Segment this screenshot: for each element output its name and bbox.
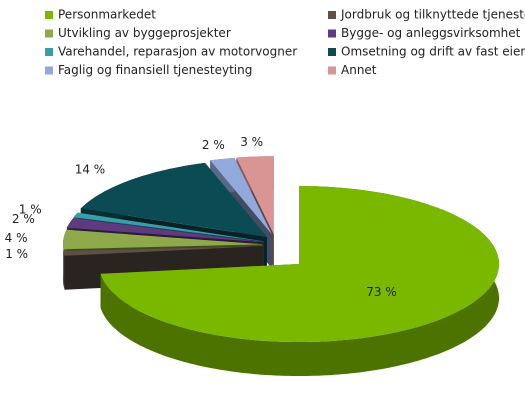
slice: [236, 156, 274, 235]
slice: [100, 186, 499, 342]
legend-swatch: [45, 48, 53, 56]
legend-label: Utvikling av byggeprosjekter: [58, 26, 231, 40]
legend-label: Personmarkedet: [58, 8, 156, 22]
legend-label: Faglig og finansiell tjenesteyting: [58, 63, 252, 77]
legend-swatch: [328, 48, 336, 56]
data-label: 4 %: [5, 231, 28, 245]
data-label: 1 %: [19, 203, 42, 217]
slice: [73, 212, 264, 242]
slice: [63, 229, 263, 250]
legend-swatch: [45, 66, 53, 75]
legend-swatch: [45, 29, 53, 38]
data-label: 1 %: [5, 247, 28, 261]
slice: [63, 246, 264, 256]
legend-label: Varehandel, reparasjon av motorvogner: [58, 45, 297, 59]
legend-label: Jordbruk og tilknyttede tjenester: [340, 8, 525, 22]
slice: [80, 162, 267, 238]
data-label: 2 %: [12, 212, 35, 226]
slice-side: [63, 250, 65, 290]
legend-label: Bygge- og anleggsvirksomhet: [341, 26, 521, 40]
slice: [66, 218, 264, 243]
data-label: 2 %: [202, 138, 225, 152]
legend-label: Annet: [341, 63, 377, 77]
data-label: 73 %: [366, 285, 397, 299]
slice: [210, 157, 272, 235]
legend-swatch: [328, 66, 336, 75]
legend-swatch: [328, 11, 336, 19]
legend-swatch: [45, 11, 53, 19]
legend-swatch: [328, 29, 336, 38]
legend-label: Omsetning og drift av fast eiendom: [341, 45, 525, 59]
data-label: 14 %: [75, 163, 106, 177]
data-label: 3 %: [240, 135, 263, 149]
